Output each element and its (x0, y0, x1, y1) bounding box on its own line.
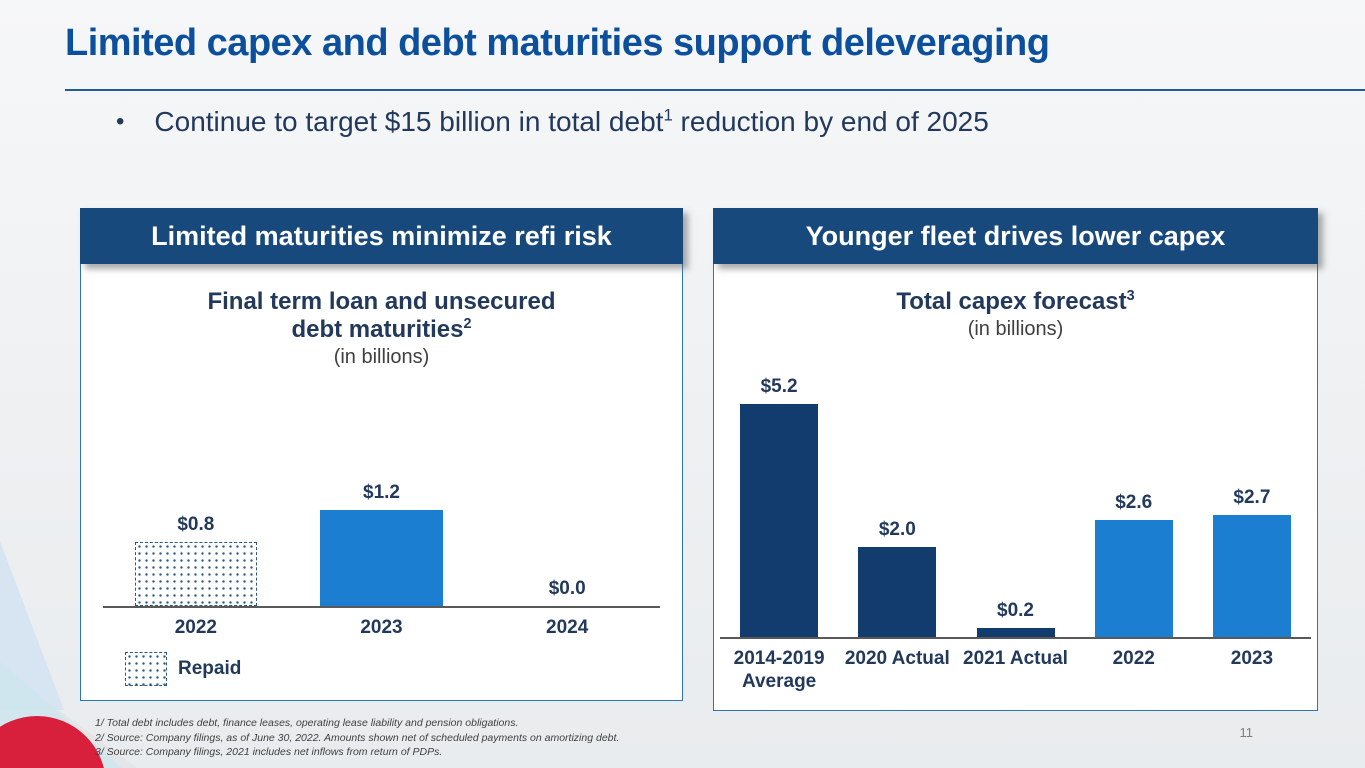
page-title: Limited capex and debt maturities suppor… (65, 22, 1050, 64)
bar (740, 403, 819, 637)
footnote-2: 2/ Source: Company filings, as of June 3… (95, 731, 620, 744)
maturities-panel-header: Limited maturities minimize refi risk (80, 208, 683, 264)
capex-panel: Younger fleet drives lower capex Total c… (713, 208, 1318, 711)
title-underline (65, 89, 1365, 91)
page-number: 11 (1239, 725, 1254, 740)
maturities-panel: Limited maturities minimize refi risk Fi… (80, 208, 683, 701)
capex-chart-subtitle: (in billions) (967, 318, 1064, 340)
bar (1094, 519, 1173, 637)
bar-value-label: $5.2 (760, 375, 798, 397)
axis-category-label: 2022 (174, 617, 217, 639)
footnotes: 1/ Total debt includes debt, finance lea… (95, 716, 619, 759)
capex-panel-title: Younger fleet drives lower capex (805, 220, 1226, 251)
bar-value-label: $0.0 (548, 578, 586, 600)
axis-category-label: 2024 (546, 617, 589, 639)
bar-group: $0.8 (103, 398, 289, 607)
bar-group: $5.2 (720, 376, 838, 637)
footnote-marker-3: 3 (1126, 288, 1135, 304)
bullet-text: Continue to target $15 billion in total … (154, 105, 989, 137)
capex-x-axis: 2014-2019 Average 2020 Actual 2021 Actual 2… (720, 647, 1311, 711)
decorative-blue-triangle (0, 420, 64, 710)
axis-category-label: 2014-2019 Average (733, 647, 825, 693)
axis-category-label: 2023 (360, 617, 403, 639)
footnote-marker-2: 2 (463, 316, 472, 332)
footnote-marker-1: 1 (663, 105, 673, 125)
decorative-red-circle (0, 716, 106, 768)
maturities-panel-body: Final term loan and unsecured debt matur… (80, 264, 683, 701)
footnote-1: 1/ Total debt includes debt, finance lea… (95, 717, 519, 730)
bar-group: $1.2 (289, 398, 475, 607)
legend-swatch-repaid (125, 652, 167, 686)
legend: Repaid (125, 652, 682, 686)
bar (320, 510, 443, 607)
bar (976, 627, 1055, 637)
bullet-icon: • (116, 108, 125, 135)
bar-value-label: $2.6 (1115, 491, 1153, 513)
bullet-point: • Continue to target $15 billion in tota… (116, 103, 989, 141)
bar (134, 542, 258, 607)
capex-panel-body: Total capex forecast3 (in billions) $5.2… (713, 264, 1318, 711)
axis-category-label: 2023 (1230, 647, 1274, 669)
maturities-panel-title: Limited maturities minimize refi risk (151, 220, 612, 251)
bar-group: $2.6 (1075, 376, 1193, 637)
bar-value-label: $0.2 (997, 599, 1034, 621)
bar-group: $2.0 (838, 376, 956, 637)
capex-chart-title: Total capex forecast3 (896, 288, 1135, 315)
footnote-3: 3/ Source: Company filings, 2021 include… (95, 745, 443, 758)
legend-label: Repaid (178, 658, 242, 679)
axis-category-label: 2020 Actual (844, 647, 950, 669)
axis-category-label: 2021 Actual (963, 647, 1068, 669)
bar (858, 546, 937, 637)
maturities-x-axis: 2022 2023 2024 (103, 616, 660, 640)
bar-value-label: $0.8 (177, 514, 215, 536)
bar-value-label: $2.7 (1233, 487, 1271, 508)
maturities-chart-title: Final term loan and unsecured debt matur… (207, 288, 556, 343)
maturities-chart-subtitle: (in billions) (333, 346, 430, 368)
bar-value-label: $2.0 (878, 518, 916, 540)
capex-bar-chart: $5.2 $2.0 $0.2 $2.6 $2.7 (720, 376, 1311, 639)
bar (1212, 515, 1291, 637)
bar-group: $2.7 (1193, 376, 1311, 637)
bar-group: $0.0 (474, 398, 660, 606)
bar-value-label: $1.2 (363, 482, 400, 504)
axis-category-label: 2022 (1112, 647, 1155, 669)
capex-panel-header: Younger fleet drives lower capex (713, 208, 1318, 264)
maturities-bar-chart: $0.8 $1.2 $0.0 (103, 398, 660, 609)
bar-group: $0.2 (956, 376, 1074, 637)
